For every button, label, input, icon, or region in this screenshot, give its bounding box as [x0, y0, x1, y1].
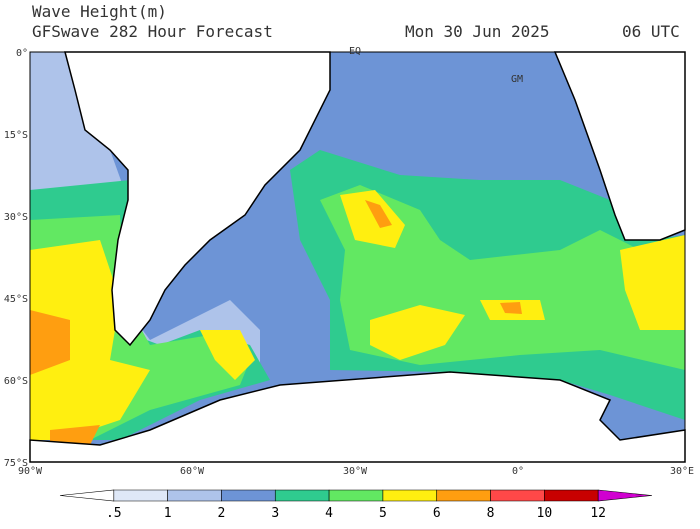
- colorbar-cell: [167, 489, 222, 502]
- map-frame: [29, 51, 686, 463]
- lon-label: 0°: [512, 466, 524, 477]
- lon-labels: 90°W 60°W 30°W 0° 30°E: [18, 466, 694, 477]
- wave-area: [365, 200, 522, 314]
- lat-label: 30°S: [4, 212, 28, 223]
- colorbar-cell: [221, 489, 276, 502]
- wave-area: [340, 190, 685, 360]
- map-marker: EQ: [349, 46, 361, 57]
- colorbar-label: 1: [164, 506, 172, 521]
- colorbar-cell: [59, 489, 115, 502]
- colorbar-cell: [382, 489, 438, 502]
- lat-label: 45°S: [4, 294, 28, 305]
- lat-labels: 0° 15°S 30°S 45°S 60°S 75°S: [4, 48, 28, 469]
- subtitle: GFSwave 282 Hour Forecast: [32, 22, 273, 41]
- lat-label: 0°: [16, 48, 28, 59]
- colorbar-cell: [490, 489, 545, 502]
- colorbar-cell: [544, 489, 599, 502]
- colorbar-cell: [436, 489, 491, 502]
- time: 06 UTC: [622, 22, 680, 41]
- lat-label: 60°S: [4, 376, 28, 387]
- lon-label: 60°W: [180, 466, 205, 477]
- title: Wave Height(m): [32, 2, 167, 21]
- colorbar-label: 8: [487, 506, 495, 521]
- colorbar-cell: [597, 489, 653, 502]
- colorbar-cell: [113, 489, 168, 502]
- colorbar-cell: [274, 489, 330, 502]
- south-america: [64, 51, 331, 347]
- colorbar-label: 6: [433, 506, 441, 521]
- wave-area: [30, 240, 150, 440]
- colorbar-label: 5: [379, 506, 387, 521]
- wave-area: [30, 310, 100, 445]
- map: EQ GM: [29, 46, 686, 463]
- map-marker: GM: [511, 74, 523, 85]
- colorbar: .5 1 2 3 4 5 6 8 10 12: [59, 489, 653, 521]
- lon-label: 90°W: [18, 466, 43, 477]
- lat-label: 75°S: [4, 458, 28, 469]
- colorbar-label: 3: [271, 506, 279, 521]
- colorbar-cell: [328, 489, 384, 502]
- colorbar-label: .5: [106, 506, 122, 521]
- colorbar-label: 10: [537, 506, 553, 521]
- wave-area: [200, 330, 255, 380]
- colorbar-label: 12: [590, 506, 606, 521]
- colorbar-label: 2: [218, 506, 226, 521]
- lon-label: 30°E: [670, 466, 694, 477]
- colorbar-label: 4: [325, 506, 333, 521]
- lat-label: 15°S: [4, 130, 28, 141]
- lon-label: 30°W: [343, 466, 368, 477]
- date: Mon 30 Jun 2025: [405, 22, 550, 41]
